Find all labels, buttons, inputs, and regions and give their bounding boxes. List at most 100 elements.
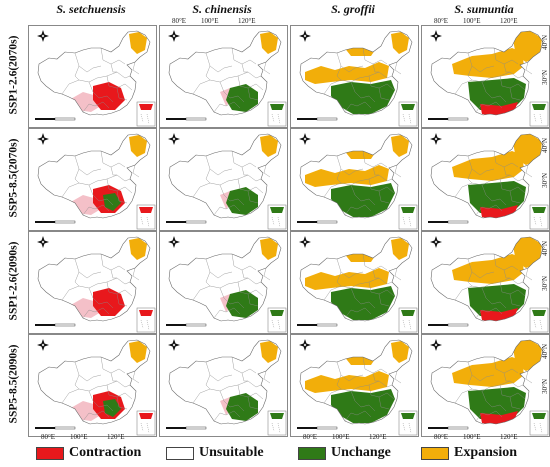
province-border (110, 372, 117, 382)
south-china-sea-inset-icon (529, 410, 549, 436)
right-axis-label: 30°N (541, 173, 549, 188)
province-border (205, 65, 211, 81)
province-border (467, 168, 473, 184)
bottom-axis-label: 120°E (107, 433, 125, 441)
legend-swatch-expansion (421, 446, 449, 460)
province-border (88, 81, 114, 103)
country-border (430, 133, 544, 219)
province-border (74, 168, 80, 184)
map-panel-s-chinensis (159, 128, 288, 231)
bottom-axis-label: 120°E (369, 433, 387, 441)
province-border (503, 372, 510, 382)
south-china-sea-inset-icon (136, 204, 156, 230)
south-china-sea-inset-icon (267, 307, 287, 333)
scale-bar-icon (297, 117, 338, 121)
unchange-area (226, 290, 258, 318)
province-border (378, 396, 390, 410)
country-border (299, 133, 413, 219)
south-china-sea-inset-icon (267, 101, 287, 127)
right-axis-label: 30°N (541, 276, 549, 291)
province-border (467, 155, 495, 176)
province-border (241, 372, 248, 382)
province-border (74, 65, 80, 81)
country-border (430, 236, 544, 322)
expansion-area (512, 340, 542, 371)
expansion-area (260, 341, 278, 363)
province-border (110, 166, 117, 176)
country-border (168, 339, 282, 425)
province-border (205, 361, 233, 382)
country-border (37, 30, 151, 116)
province-border (525, 370, 533, 384)
province-border (475, 307, 503, 319)
province-border (219, 287, 245, 309)
province-border (475, 101, 503, 113)
bottom-axis-label: 100°E (332, 433, 350, 441)
province-border (350, 287, 376, 309)
map-panel-s-sumuntia (421, 231, 550, 334)
province-border (82, 307, 110, 319)
map-panel-s-groffii (290, 334, 419, 437)
right-axis-label: 30°N (541, 70, 549, 85)
province-border (74, 374, 80, 390)
right-axis-label: 40°N (541, 344, 549, 359)
compass-icon (37, 30, 49, 42)
province-border (213, 307, 241, 319)
province-border (219, 390, 245, 412)
expansion-area (305, 165, 389, 187)
province-border (372, 166, 379, 176)
unchange-area (468, 284, 526, 316)
province-border (336, 155, 364, 176)
legend-item-contraction: Contraction (36, 445, 141, 461)
south-china-sea-inset-icon (136, 307, 156, 333)
country-border (299, 236, 413, 322)
legend-swatch-contraction (36, 446, 64, 460)
compass-icon (37, 339, 49, 351)
legend-item-unsuitable: Unsuitable (166, 445, 264, 461)
province-border (467, 258, 495, 279)
country-border (430, 30, 544, 116)
province-border (263, 267, 271, 281)
province-border (475, 410, 503, 422)
expansion-area (391, 32, 409, 54)
province-border (132, 267, 140, 281)
top-axis-label: 120°E (238, 17, 256, 25)
south-china-sea-inset-icon (267, 204, 287, 230)
south-china-sea-inset-icon (398, 101, 418, 127)
province-border (116, 87, 128, 101)
row-label-ssp585-2090s: SSP5-8.5(2090s) (7, 344, 19, 424)
province-border (509, 87, 521, 101)
province-border (525, 164, 533, 178)
bottom-axis-label: 80°E (303, 433, 318, 441)
expansion-area (512, 31, 542, 62)
province-border (241, 63, 248, 73)
expansion-area (129, 135, 147, 157)
province-border (241, 166, 248, 176)
province-border (336, 65, 342, 81)
province-border (205, 374, 211, 390)
country-border (37, 236, 151, 322)
province-border (394, 164, 402, 178)
legend-swatch-unchange (298, 446, 326, 460)
province-border (344, 204, 372, 216)
unchange-area (103, 193, 121, 211)
south-china-sea-inset-icon (529, 307, 549, 333)
province-border (82, 204, 110, 216)
province-border (336, 374, 342, 390)
row-label-ssp585-2070s: SSP5-8.5(2070s) (7, 138, 19, 218)
province-border (263, 164, 271, 178)
province-border (336, 271, 342, 287)
province-border (350, 390, 376, 412)
province-border (219, 81, 245, 103)
province-border (241, 269, 248, 279)
province-border (394, 267, 402, 281)
province-border (525, 267, 533, 281)
south-china-sea-inset-icon (398, 307, 418, 333)
top-axis-label: 120°E (500, 17, 518, 25)
province-border (74, 155, 102, 176)
legend-item-unchange: Unchange (298, 445, 391, 461)
unchange-area (331, 389, 395, 423)
row-label-ssp126-2090s: SSP1-2.6(2090s) (7, 241, 19, 321)
unchange-area (331, 183, 395, 217)
province-border (509, 190, 521, 204)
